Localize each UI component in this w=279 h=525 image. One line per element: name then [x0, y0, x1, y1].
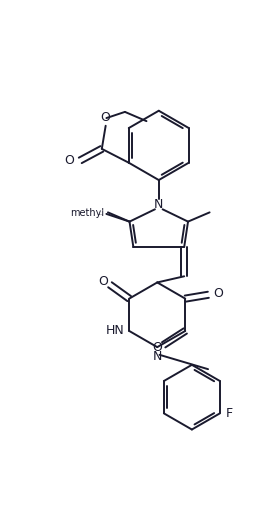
Text: N: N [153, 350, 162, 363]
Text: methyl: methyl [99, 213, 104, 215]
Text: O: O [213, 287, 223, 300]
Text: O: O [152, 341, 162, 354]
Text: methyl: methyl [70, 208, 104, 218]
Text: F: F [226, 407, 233, 420]
Text: N: N [154, 198, 163, 211]
Text: O: O [64, 154, 74, 167]
Text: O: O [98, 275, 108, 288]
Text: HN: HN [106, 324, 125, 338]
Text: methyl: methyl [100, 209, 105, 211]
Text: O: O [101, 111, 110, 124]
